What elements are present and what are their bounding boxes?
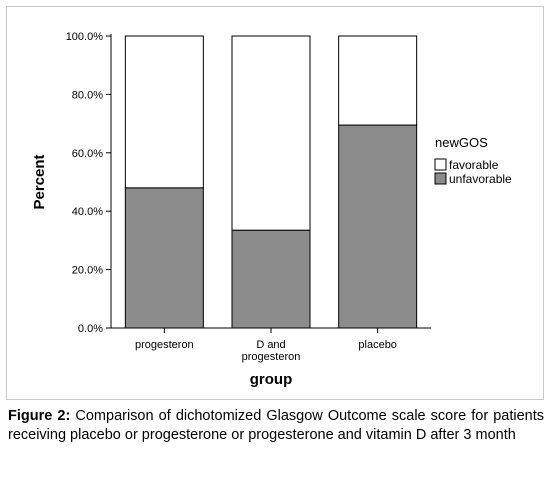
x-tick-label: progesteron	[135, 339, 194, 351]
y-tick-label: 100.0%	[66, 31, 104, 43]
x-tick-label: progesteron	[242, 351, 301, 363]
x-tick-label: D and	[256, 339, 285, 351]
bar-segment-favorable	[338, 35, 418, 126]
figure-caption: Figure 2: Comparison of dichotomized Gla…	[8, 407, 544, 445]
x-axis-title: group	[250, 371, 293, 388]
y-tick-label: 60.0%	[72, 148, 103, 160]
y-tick-label: 40.0%	[72, 206, 103, 218]
y-tick-label: 80.0%	[72, 89, 103, 101]
y-tick-label: 0.0%	[78, 323, 103, 335]
legend-title: newGOS	[435, 135, 488, 150]
legend-label-unfavorable: unfavorable	[449, 172, 512, 186]
bar-segment-unfavorable	[124, 187, 204, 329]
legend-label-favorable: favorable	[449, 158, 499, 172]
caption-text: Comparison of dichotomized Glasgow Outco…	[8, 408, 545, 443]
bar-segment-unfavorable	[338, 124, 418, 329]
caption-label: Figure 2:	[8, 408, 71, 424]
bar-segment-favorable	[231, 35, 311, 231]
figure-frame: 0.0% 20.0% 40.0% 60.0% 80.0% 100.0% progestero…	[6, 6, 544, 400]
x-tick-label: placebo	[358, 339, 397, 351]
legend-swatch-favorable	[434, 158, 447, 171]
stacked-bar-chart: 0.0% 20.0% 40.0% 60.0% 80.0% 100.0% progestero…	[31, 31, 512, 388]
bar-segment-favorable	[124, 35, 204, 189]
y-tick-label: 20.0%	[72, 265, 103, 277]
y-axis-title: Percent	[31, 154, 48, 209]
bar-segment-unfavorable	[231, 229, 311, 329]
legend-swatch-unfavorable	[434, 172, 447, 185]
